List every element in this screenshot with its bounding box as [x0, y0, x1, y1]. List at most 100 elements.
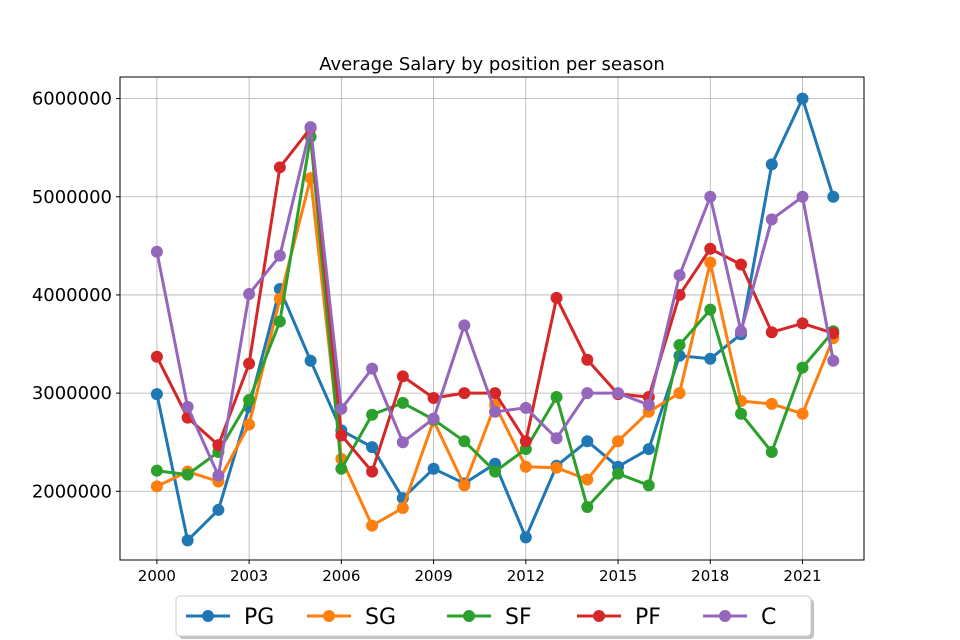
data-point	[366, 465, 379, 478]
data-point	[243, 287, 256, 300]
legend-entry-sf: SF	[447, 605, 532, 630]
series-c	[150, 121, 840, 482]
data-point	[827, 354, 840, 367]
legend-label: PF	[635, 605, 661, 630]
data-point	[765, 158, 778, 171]
series-line-sf	[156, 135, 835, 509]
y-tick-label: 4000000	[32, 285, 112, 306]
legend-entry-sg: SG	[307, 605, 396, 630]
legend-marker	[463, 610, 475, 622]
data-point	[396, 501, 409, 514]
data-point	[581, 387, 594, 400]
data-point	[550, 432, 563, 445]
chart-title: Average Salary by position per season	[319, 54, 665, 75]
data-point	[304, 354, 317, 367]
data-point	[458, 479, 471, 492]
data-point	[366, 519, 379, 532]
x-tick-label: 2015	[599, 567, 637, 585]
grid	[120, 77, 864, 560]
x-tick-label: 2018	[691, 567, 729, 585]
legend-box	[175, 595, 812, 637]
data-point	[243, 357, 256, 370]
data-point	[612, 467, 625, 480]
y-tick-label: 3000000	[32, 383, 112, 404]
x-tick-label: 2000	[138, 567, 176, 585]
data-point	[765, 397, 778, 410]
data-point	[273, 315, 286, 328]
data-point	[704, 352, 717, 365]
data-point	[796, 190, 809, 203]
data-point	[396, 370, 409, 383]
data-point	[212, 439, 225, 452]
series-pg	[150, 92, 840, 547]
data-point	[150, 388, 163, 401]
data-point	[796, 92, 809, 105]
series-layer	[150, 92, 840, 547]
data-point	[273, 161, 286, 174]
data-point	[673, 269, 686, 282]
data-point	[181, 400, 194, 413]
data-point	[581, 353, 594, 366]
data-point	[581, 473, 594, 486]
data-point	[335, 429, 348, 442]
data-point	[243, 418, 256, 431]
data-point	[458, 435, 471, 448]
data-point	[550, 291, 563, 304]
data-point	[335, 402, 348, 415]
data-point	[796, 407, 809, 420]
data-point	[704, 303, 717, 316]
data-point	[150, 245, 163, 258]
data-point	[335, 462, 348, 475]
data-point	[427, 462, 440, 475]
data-point	[489, 465, 502, 478]
legend: PG SG SF PF C	[175, 595, 814, 639]
series-sg	[150, 172, 840, 532]
legend-marker	[323, 610, 335, 622]
axis-ticks: 2000 2003 2006 2009 2012 2015 2018 2021 2000000 3…	[32, 89, 822, 585]
data-point	[181, 534, 194, 547]
data-point	[427, 412, 440, 425]
data-point	[642, 443, 655, 456]
data-point	[150, 480, 163, 493]
legend-label: SF	[505, 605, 532, 630]
data-point	[642, 398, 655, 411]
legend-marker	[202, 610, 214, 622]
series-pf	[150, 122, 840, 478]
data-point	[366, 362, 379, 375]
data-point	[765, 213, 778, 226]
data-point	[735, 407, 748, 420]
data-point	[243, 393, 256, 406]
data-point	[150, 464, 163, 477]
x-tick-label: 2012	[507, 567, 545, 585]
data-point	[612, 435, 625, 448]
data-point	[827, 190, 840, 203]
legend-label: SG	[365, 605, 396, 630]
data-point	[212, 469, 225, 482]
x-tick-label: 2003	[230, 567, 268, 585]
legend-entry-c: C	[703, 605, 776, 630]
data-point	[489, 405, 502, 418]
data-point	[704, 256, 717, 269]
data-point	[396, 396, 409, 409]
data-point	[796, 361, 809, 374]
data-point	[704, 242, 717, 255]
data-point	[273, 249, 286, 262]
data-point	[458, 387, 471, 400]
data-point	[642, 479, 655, 492]
data-point	[489, 387, 502, 400]
data-point	[212, 503, 225, 516]
data-point	[396, 436, 409, 449]
data-point	[827, 327, 840, 340]
data-point	[796, 317, 809, 330]
data-point	[765, 326, 778, 339]
data-point	[550, 461, 563, 474]
data-point	[735, 325, 748, 338]
data-point	[304, 121, 317, 134]
data-point	[181, 468, 194, 481]
legend-label: PG	[244, 605, 274, 630]
data-point	[519, 435, 532, 448]
series-line-pf	[155, 126, 834, 474]
legend-label: C	[761, 605, 776, 630]
data-point	[427, 392, 440, 405]
